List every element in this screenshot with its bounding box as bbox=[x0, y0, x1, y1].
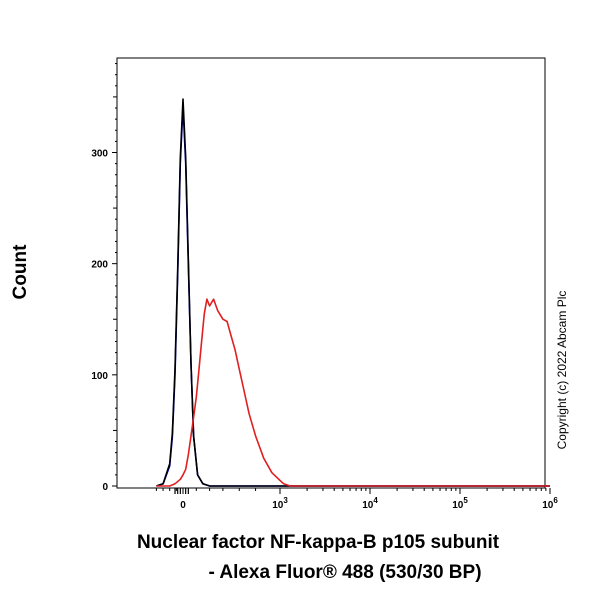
copyright-text: Copyright (c) 2022 Abcam Plc bbox=[555, 291, 569, 450]
y-tick-label: 100 bbox=[91, 371, 108, 382]
y-tick-label: 0 bbox=[102, 482, 108, 493]
y-tick-label: 200 bbox=[91, 260, 108, 271]
x-tick-label: 105 bbox=[452, 496, 468, 511]
y-tick-label: 300 bbox=[91, 148, 108, 159]
histogram-series-line bbox=[156, 98, 550, 487]
series-group bbox=[156, 98, 550, 487]
x-tick-label: 106 bbox=[542, 496, 558, 511]
histogram-series-line bbox=[156, 298, 550, 487]
x-tick-label: 0 bbox=[180, 500, 186, 511]
x-axis-title-line2: - Alexa Fluor® 488 (530/30 BP) bbox=[208, 562, 481, 583]
x-axis-title-line1: Nuclear factor NF-kappa-B p105 subunit bbox=[137, 532, 500, 553]
y-axis-ticks: 0 100 200 300 bbox=[91, 63, 117, 493]
plot-frame bbox=[116, 57, 546, 489]
x-tick-label: 103 bbox=[272, 496, 288, 511]
y-axis-title: Count bbox=[10, 244, 31, 300]
x-axis-ticks: 0 103 104 105 106 bbox=[155, 488, 558, 511]
x-tick-label: 104 bbox=[362, 496, 378, 511]
histogram-series-line bbox=[156, 105, 550, 487]
